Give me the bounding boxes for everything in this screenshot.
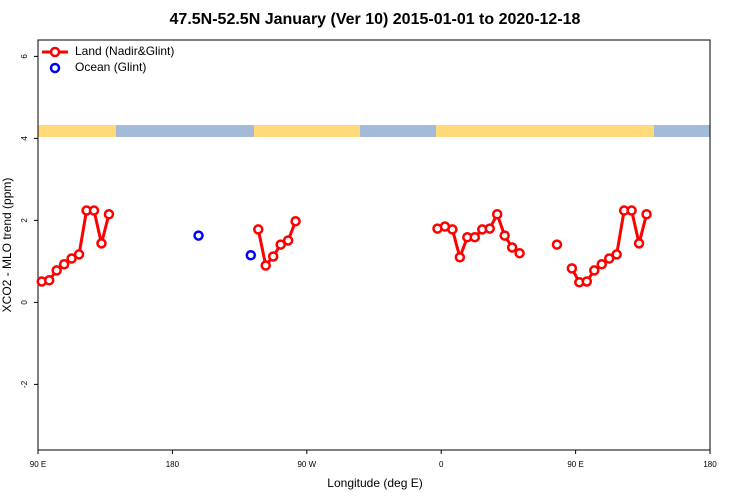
legend-label: Ocean (Glint) bbox=[75, 60, 146, 74]
plot-frame bbox=[37, 39, 711, 451]
data-point bbox=[96, 238, 107, 249]
land-ocean-strip bbox=[38, 125, 710, 137]
data-point bbox=[491, 209, 503, 220]
x-tick-label: 180 bbox=[703, 460, 717, 469]
data-point bbox=[43, 275, 55, 286]
data-point bbox=[253, 224, 264, 235]
y-tick-label: 0 bbox=[20, 300, 29, 305]
data-point bbox=[447, 224, 458, 235]
data-point bbox=[469, 231, 481, 243]
data-point bbox=[66, 253, 77, 264]
data-point bbox=[551, 239, 563, 250]
data-point bbox=[245, 250, 257, 261]
data-point bbox=[267, 251, 279, 262]
data-point bbox=[58, 259, 70, 270]
data-point bbox=[514, 247, 525, 259]
data-point bbox=[454, 252, 466, 263]
data-point bbox=[589, 265, 600, 276]
chart-title: 47.5N-52.5N January (Ver 10) 2015-01-01 … bbox=[170, 11, 581, 28]
data-point bbox=[603, 253, 615, 264]
y-tick-label: 2 bbox=[20, 218, 29, 223]
data-point bbox=[566, 263, 578, 274]
legend-label: Land (Nadir&Glint) bbox=[75, 44, 174, 58]
y-tick-label: -2 bbox=[20, 380, 29, 388]
data-point bbox=[581, 276, 593, 287]
x-tick-label: 90 E bbox=[567, 460, 583, 469]
data-point bbox=[499, 230, 510, 241]
data-point bbox=[626, 205, 637, 216]
data-point bbox=[641, 209, 652, 220]
data-point bbox=[596, 259, 607, 270]
data-point bbox=[290, 215, 301, 227]
data-point bbox=[193, 230, 204, 241]
y-axis-label: XCO2 - MLO trend (ppm) bbox=[0, 178, 14, 313]
x-tick-label: 90 E bbox=[30, 460, 46, 469]
data-point bbox=[103, 209, 115, 220]
data-point bbox=[275, 239, 286, 250]
data-point bbox=[260, 260, 271, 271]
x-axis-label: Longitude (deg E) bbox=[327, 476, 422, 490]
data-point bbox=[88, 205, 100, 216]
data-point bbox=[73, 249, 85, 260]
x-tick-label: 0 bbox=[439, 460, 444, 469]
data-point bbox=[633, 238, 645, 249]
y-tick-label: 6 bbox=[20, 54, 29, 59]
data-point bbox=[506, 242, 518, 253]
data-point bbox=[51, 265, 62, 276]
data-point bbox=[611, 249, 622, 260]
x-tick-label: 180 bbox=[166, 460, 180, 469]
data-point bbox=[282, 235, 294, 246]
legend-marker bbox=[49, 62, 61, 74]
y-tick-label: 4 bbox=[20, 136, 29, 141]
legend-marker bbox=[49, 46, 61, 58]
data-point bbox=[484, 223, 495, 234]
x-tick-label: 90 W bbox=[297, 460, 316, 469]
